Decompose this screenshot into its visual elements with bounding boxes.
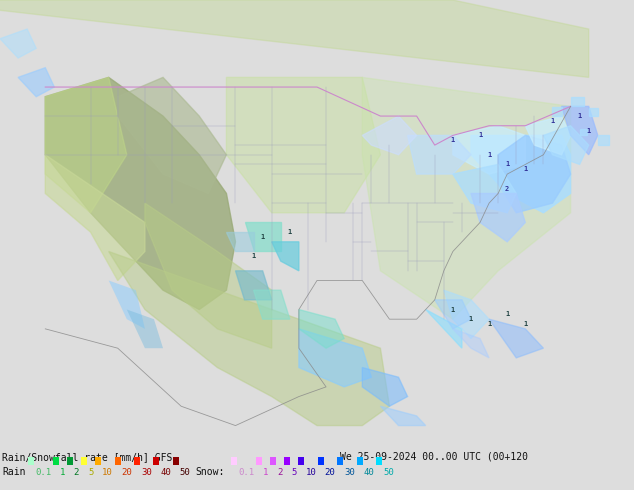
Polygon shape <box>408 135 471 174</box>
Polygon shape <box>108 280 145 329</box>
Text: 1: 1 <box>487 321 491 327</box>
Polygon shape <box>118 77 226 194</box>
Polygon shape <box>453 329 489 358</box>
Polygon shape <box>526 116 571 155</box>
Polygon shape <box>489 319 543 358</box>
Polygon shape <box>0 0 589 77</box>
Bar <box>552 107 562 116</box>
Polygon shape <box>245 222 281 251</box>
Text: 1: 1 <box>578 113 582 119</box>
Polygon shape <box>362 368 408 406</box>
Polygon shape <box>108 251 389 426</box>
Text: 1: 1 <box>523 321 527 327</box>
Polygon shape <box>299 329 372 387</box>
Text: 1: 1 <box>550 118 555 124</box>
Bar <box>589 108 598 116</box>
Polygon shape <box>562 106 598 155</box>
Bar <box>376 457 382 465</box>
Bar <box>598 135 609 145</box>
Text: 40: 40 <box>364 468 374 477</box>
Text: 1: 1 <box>586 127 591 134</box>
Text: 50: 50 <box>180 468 191 477</box>
Text: 50: 50 <box>383 468 394 477</box>
Bar <box>256 457 262 465</box>
Polygon shape <box>45 155 145 280</box>
Text: 20: 20 <box>325 468 335 477</box>
Text: 10: 10 <box>306 468 316 477</box>
Text: 1: 1 <box>505 311 509 318</box>
Text: 40: 40 <box>160 468 171 477</box>
Bar <box>81 457 87 465</box>
Polygon shape <box>127 310 163 348</box>
Text: 1: 1 <box>451 137 455 143</box>
Text: 0.1: 0.1 <box>35 468 51 477</box>
Polygon shape <box>471 135 571 213</box>
Bar <box>115 457 120 465</box>
Text: 1: 1 <box>487 152 491 158</box>
Polygon shape <box>444 290 489 339</box>
Polygon shape <box>18 68 55 97</box>
Polygon shape <box>543 126 589 165</box>
Polygon shape <box>235 271 272 300</box>
Text: 1: 1 <box>505 161 509 168</box>
Polygon shape <box>299 310 344 348</box>
Bar <box>356 457 363 465</box>
Text: We 25-09-2024 00..00 UTC (00+120: We 25-09-2024 00..00 UTC (00+120 <box>340 452 528 462</box>
Text: 1: 1 <box>523 166 527 172</box>
Bar <box>337 457 343 465</box>
Bar <box>284 457 290 465</box>
Polygon shape <box>435 300 471 329</box>
Polygon shape <box>272 242 299 271</box>
Text: 1: 1 <box>478 132 482 138</box>
Text: 1: 1 <box>60 468 65 477</box>
Bar <box>53 457 58 465</box>
Polygon shape <box>362 116 417 155</box>
Text: 30: 30 <box>344 468 355 477</box>
Polygon shape <box>498 135 571 213</box>
Text: Snow:: Snow: <box>195 467 224 477</box>
Bar <box>299 457 304 465</box>
Polygon shape <box>453 126 526 174</box>
Text: 30: 30 <box>141 468 152 477</box>
Polygon shape <box>45 77 235 310</box>
Polygon shape <box>380 406 425 426</box>
Bar <box>318 457 324 465</box>
Polygon shape <box>425 310 462 348</box>
Text: 5: 5 <box>291 468 297 477</box>
Text: Rain: Rain <box>2 467 25 477</box>
Text: 1: 1 <box>261 234 265 240</box>
Polygon shape <box>226 77 380 213</box>
Bar <box>173 457 179 465</box>
Bar <box>270 457 276 465</box>
Text: 0.1: 0.1 <box>238 468 254 477</box>
Text: 2: 2 <box>277 468 282 477</box>
Text: 20: 20 <box>122 468 133 477</box>
Text: 1: 1 <box>451 307 455 313</box>
Text: 1: 1 <box>469 316 473 322</box>
Polygon shape <box>362 77 571 319</box>
Text: 2: 2 <box>505 186 509 192</box>
Bar <box>153 457 159 465</box>
Bar <box>28 457 34 465</box>
Bar <box>95 457 101 465</box>
Text: 10: 10 <box>102 468 113 477</box>
Bar <box>134 457 140 465</box>
Polygon shape <box>226 232 254 251</box>
Text: 2: 2 <box>74 468 79 477</box>
Text: 5: 5 <box>88 468 93 477</box>
Polygon shape <box>45 77 127 213</box>
Text: 1: 1 <box>252 253 256 259</box>
Bar <box>579 129 587 135</box>
Polygon shape <box>453 165 516 213</box>
Polygon shape <box>471 194 526 242</box>
Bar <box>571 97 584 106</box>
Text: Rain/Snowfall rate [mm/h] GFS: Rain/Snowfall rate [mm/h] GFS <box>2 452 172 462</box>
Bar <box>231 457 237 465</box>
Polygon shape <box>254 290 290 319</box>
Text: 1: 1 <box>263 468 268 477</box>
Polygon shape <box>0 29 36 58</box>
Text: 1: 1 <box>288 229 292 235</box>
Polygon shape <box>145 203 272 348</box>
Bar <box>67 457 73 465</box>
